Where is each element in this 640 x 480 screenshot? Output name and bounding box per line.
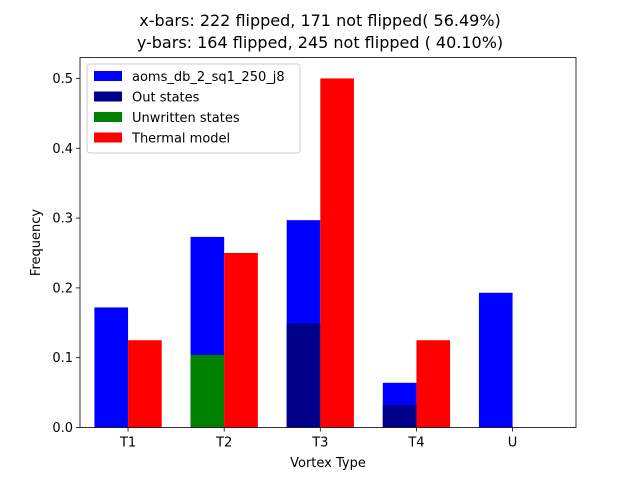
bar-out-states-t4: [382, 405, 417, 428]
y-tick-label: 0.2: [52, 281, 73, 296]
x-tick-label: T2: [215, 436, 232, 451]
x-tick-label: T1: [119, 436, 136, 451]
bar-aoms-db-2-sq1-250-j8-t1: [94, 307, 129, 428]
bar-unwritten-states-t2: [190, 354, 225, 428]
bar-thermal-model-t4: [416, 340, 451, 428]
y-tick-label: 0.5: [52, 72, 73, 87]
y-axis: 0.0 0.1 0.2 0.3 0.4 0.5: [52, 72, 80, 436]
x-tick-label: U: [508, 436, 518, 451]
legend-label: aoms_db_2_sq1_250_j8: [132, 70, 285, 85]
x-axis-label: Vortex Type: [290, 456, 366, 471]
legend-label: Unwritten states: [132, 111, 240, 126]
chart-title-line-2: y-bars: 164 flipped, 245 not flipped ( 4…: [136, 33, 504, 52]
legend-swatch: [94, 71, 122, 81]
y-tick-label: 0.4: [52, 142, 73, 157]
y-axis-label: Frequency: [29, 209, 44, 276]
x-tick-label: T3: [311, 436, 328, 451]
bar-thermal-model-t1: [128, 340, 162, 428]
legend-swatch: [94, 91, 122, 102]
bar-aoms-db-2-sq1-250-j8-u: [478, 292, 513, 428]
legend-label: Out states: [132, 91, 200, 106]
bar-thermal-model-t3: [320, 78, 354, 428]
legend-swatch: [94, 112, 122, 122]
axes-frame: [79, 57, 577, 428]
legend-label: Thermal model: [131, 132, 230, 147]
y-tick-label: 0.0: [52, 421, 73, 436]
y-tick-label: 0.3: [52, 212, 73, 227]
x-tick-label: T4: [407, 436, 424, 451]
legend-swatch: [94, 132, 122, 143]
legend: aoms_db_2_sq1_250_j8 Out states Unwritten …: [86, 63, 301, 154]
x-axis: T1 T2 T3 T4 U: [119, 427, 518, 451]
legend-frame: [86, 63, 301, 154]
bar-out-states-t3: [286, 323, 321, 428]
chart-title-line-1: x-bars: 222 flipped, 171 not flipped( 56…: [139, 11, 501, 30]
bars-layer: [94, 78, 513, 428]
bar-thermal-model-t2: [224, 252, 258, 428]
y-tick-label: 0.1: [52, 351, 73, 366]
